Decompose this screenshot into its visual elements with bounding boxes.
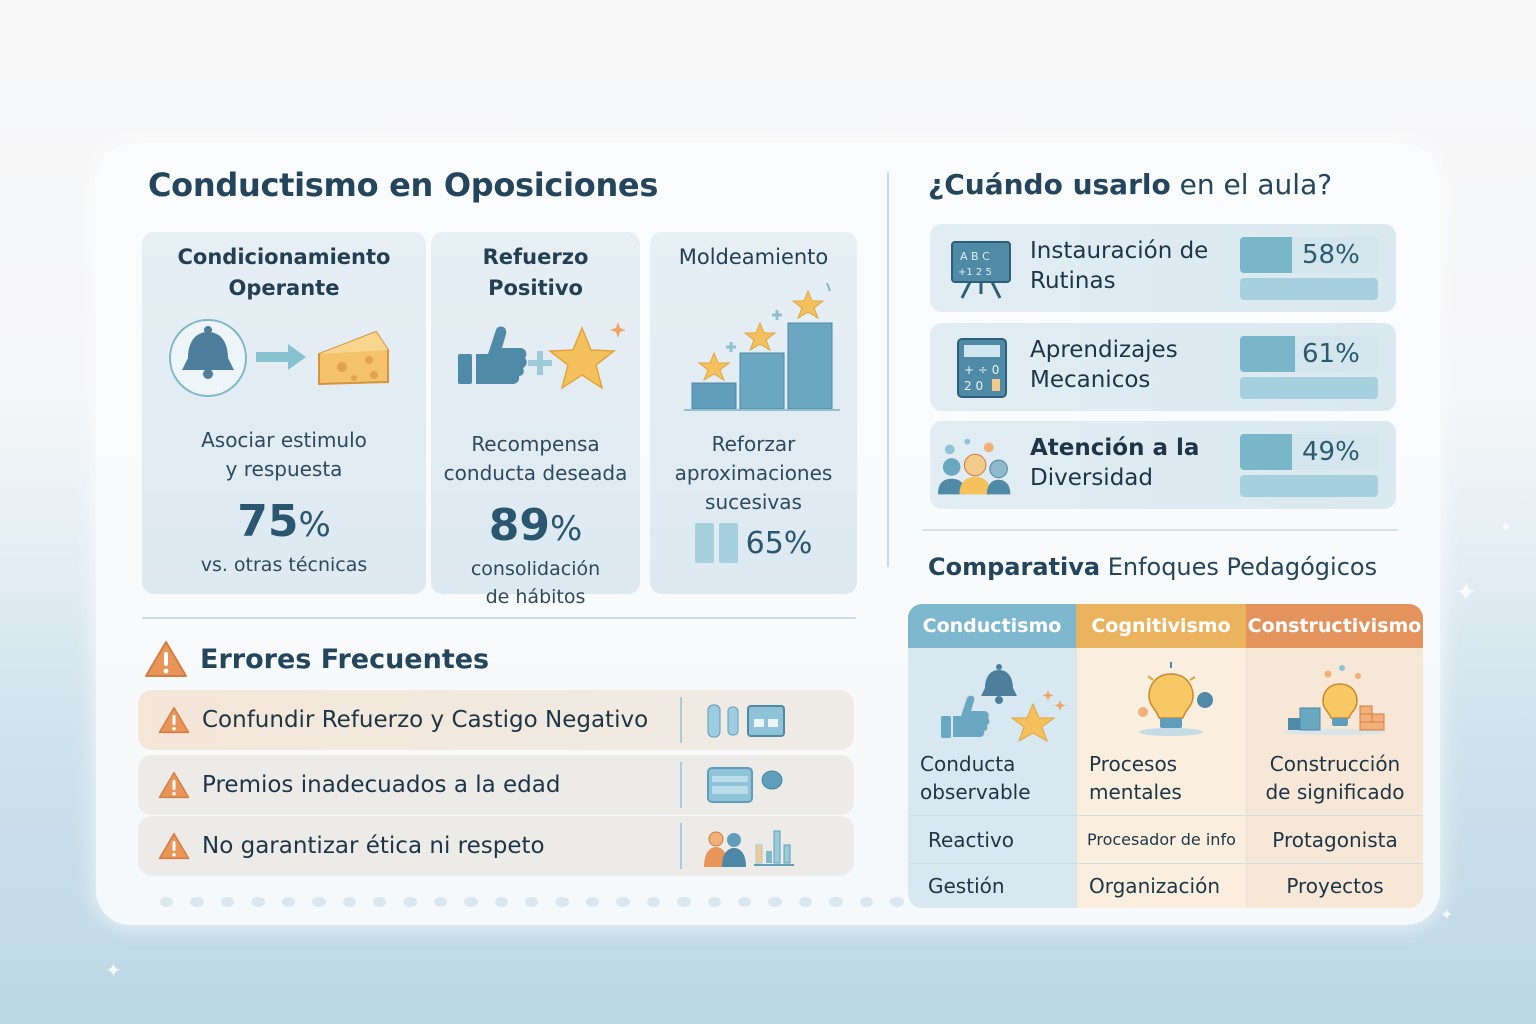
svg-text:+ ÷ 0: + ÷ 0 <box>964 363 999 377</box>
errors-heading: Errores Frecuentes <box>144 640 489 678</box>
warning-icon <box>158 832 190 860</box>
card-sticker-icon <box>707 767 783 803</box>
column-header-cognitivismo: Cognitivismo <box>1076 604 1246 648</box>
card-moldeamiento: Moldeamiento Reforzar aproximaciones suc… <box>650 232 857 594</box>
usage-percent: 61% <box>1302 339 1360 369</box>
usage-label: Instauración de Rutinas <box>1030 238 1209 294</box>
arrow-right-icon <box>256 344 306 370</box>
table-cell: Gestión <box>908 864 1076 908</box>
card-stat: 89% <box>488 500 583 551</box>
usage-secondary-bar <box>1240 475 1378 497</box>
usage-item-rutinas: A B C +1 2 5 Instauración de Rutinas 58% <box>930 224 1396 312</box>
card-refuerzo-positivo: Refuerzo Positivo Recompensa conducta de… <box>431 232 640 608</box>
mini-bars-icon <box>694 523 738 563</box>
bell-to-cheese-icon <box>169 319 389 397</box>
table-cell: Proyectos <box>1246 864 1423 908</box>
table-cell: Procesos mentales <box>1076 648 1246 816</box>
table-cell: Organización <box>1076 864 1246 908</box>
error-item: No garantizar ética ni respeto <box>138 816 854 876</box>
table-cell: Construcción de significado <box>1246 648 1423 816</box>
svg-text:2 0: 2 0 <box>964 379 983 393</box>
lightbulb-blocks-icon <box>1283 665 1387 735</box>
star-icon <box>547 322 626 390</box>
usage-percent: 58% <box>1302 240 1360 270</box>
table-cell: Conducta observable <box>908 648 1076 816</box>
warning-icon <box>158 706 190 734</box>
card-description: Reforzar aproximaciones sucesivas <box>674 432 833 514</box>
lightbulb-icon <box>1137 662 1213 736</box>
section-divider <box>922 529 1398 531</box>
warning-icon <box>145 641 187 677</box>
thumbs-up-icon <box>457 326 527 384</box>
section-divider <box>142 617 856 619</box>
thumbs-up-plus-star-icon <box>457 322 626 390</box>
calculator-icon: + ÷ 0 2 0 <box>957 338 1007 398</box>
card-description: Asociar estimulo y respuesta <box>201 428 367 481</box>
table-cell: Reactivo <box>908 816 1076 864</box>
card-stat-caption: vs. otras técnicas <box>200 554 368 576</box>
usage-heading: ¿Cuándo usarlo en el aula? <box>928 168 1333 201</box>
diverse-people-icon <box>937 438 1011 495</box>
column-divider <box>887 172 889 567</box>
card-title: Moldeamiento <box>678 245 829 269</box>
card-stat: 75% <box>237 496 331 547</box>
comparison-heading: Comparativa Enfoques Pedagógicos <box>928 553 1378 581</box>
error-item: Confundir Refuerzo y Castigo Negativo <box>138 690 854 750</box>
card-condicionamiento-operante: Condicionamiento Operante Asociar estimu… <box>142 232 426 594</box>
usage-label: Atención a la Diversidad <box>1030 435 1200 491</box>
pills-board-icon <box>707 704 785 738</box>
usage-label: Aprendizajes Mecanicos <box>1030 337 1178 393</box>
page-title: Conductismo en Oposiciones <box>148 166 659 204</box>
table-cell: Procesador de info <box>1076 816 1246 864</box>
cheese-icon <box>318 330 389 386</box>
usage-item-diversidad: Atención a la Diversidad 49% <box>930 421 1396 509</box>
table-cell: Protagonista <box>1246 816 1423 864</box>
card-title: Condicionamiento Operante <box>177 245 391 300</box>
svg-text:+1 2 5: +1 2 5 <box>958 267 992 278</box>
card-stat: 65% <box>650 523 857 563</box>
usage-progress-bar <box>1240 237 1378 273</box>
card-description: Recompensa conducta deseada <box>443 432 628 485</box>
usage-item-mecanicos: + ÷ 0 2 0 Aprendizajes Mecanicos 61% <box>930 323 1396 411</box>
column-header-conductismo: Conductismo <box>908 604 1076 648</box>
card-stat-caption: consolidación de hábitos <box>470 558 601 608</box>
chalkboard-icon: A B C +1 2 5 <box>951 241 1011 299</box>
column-header-constructivismo: Constructivismo <box>1246 604 1423 648</box>
usage-secondary-bar <box>1240 278 1378 300</box>
bell-icon <box>169 319 247 397</box>
people-chart-icon <box>704 830 794 867</box>
comparison-table: Conductismo Cognitivismo Constructivismo… <box>908 604 1423 908</box>
usage-progress-bar <box>1240 336 1378 372</box>
usage-progress-bar <box>1240 434 1378 470</box>
card-title: Refuerzo Positivo <box>482 245 589 300</box>
usage-secondary-bar <box>1240 377 1378 399</box>
warning-icon <box>158 771 190 799</box>
bell-thumbs-star-icon <box>941 664 1066 743</box>
usage-percent: 49% <box>1302 437 1360 467</box>
svg-text:A B C: A B C <box>960 250 990 263</box>
ascending-bars-stars-icon <box>683 282 840 411</box>
plus-icon <box>527 351 552 375</box>
error-item: Premios inadecuados a la edad <box>138 755 854 815</box>
